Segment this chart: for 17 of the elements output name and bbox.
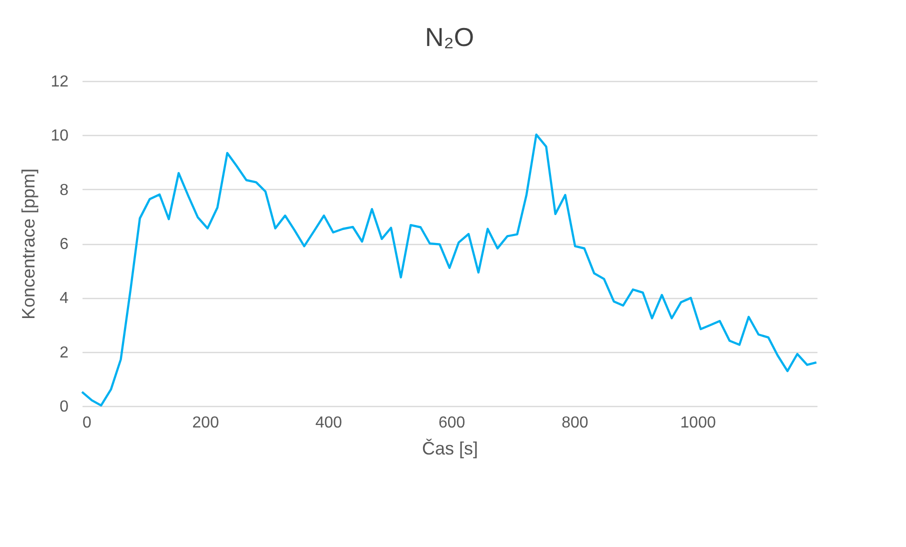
y-tick-label: 2 (60, 344, 69, 362)
y-tick-label: 12 (50, 74, 69, 90)
x-axis-title: Čas [s] (422, 438, 478, 458)
y-tick-label: 6 (60, 236, 69, 253)
y-tick-label: 4 (60, 290, 69, 308)
x-tick-label: 1000 (680, 414, 716, 432)
y-tick-label: 10 (50, 128, 69, 145)
x-tick-label: 600 (438, 414, 466, 432)
chart-title: N₂O (424, 22, 474, 52)
x-tick-label: 800 (562, 414, 588, 432)
y-tick-label: 0 (60, 398, 69, 416)
x-tick-label: 400 (315, 414, 342, 432)
y-axis-title: Koncentrace [ppm] (18, 168, 39, 320)
x-tick-label: 0 (82, 414, 92, 432)
x-tick-label: 200 (192, 414, 220, 432)
line-series (80, 134, 818, 407)
y-tick-label: 8 (60, 182, 69, 199)
